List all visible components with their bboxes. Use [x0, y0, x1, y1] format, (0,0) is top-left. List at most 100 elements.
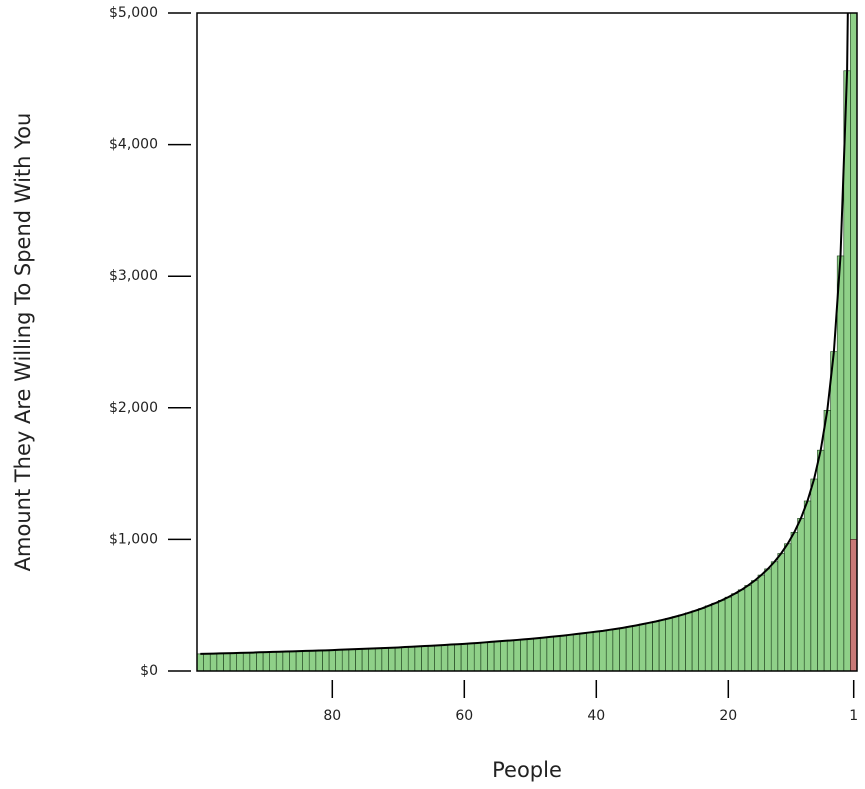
plot-frame	[196, 12, 858, 672]
bar	[671, 616, 680, 671]
bar	[454, 643, 462, 671]
bar	[652, 621, 660, 671]
x-tick-label: 20	[719, 708, 737, 724]
bar	[506, 640, 515, 671]
bar	[447, 644, 455, 671]
x-tick-label: 40	[587, 708, 605, 724]
bar	[619, 627, 627, 671]
bar	[599, 630, 607, 671]
bar	[566, 634, 574, 671]
bar	[341, 649, 350, 671]
bar	[275, 651, 284, 671]
curve	[200, 13, 849, 655]
bar	[302, 650, 310, 671]
bar	[209, 653, 218, 671]
bar	[374, 647, 383, 671]
bar	[724, 596, 732, 671]
bar	[711, 602, 719, 671]
bar	[704, 605, 713, 671]
bar	[823, 410, 831, 671]
bar	[605, 629, 614, 671]
bar	[737, 589, 746, 671]
bar	[197, 653, 204, 671]
bar	[236, 652, 244, 671]
bar	[592, 631, 600, 671]
bar	[401, 646, 409, 671]
bar	[698, 608, 706, 671]
bar	[546, 636, 554, 671]
bar	[216, 653, 224, 671]
bar	[460, 643, 468, 671]
bar	[388, 647, 396, 671]
highlight-bar	[850, 539, 857, 671]
bar	[830, 351, 838, 671]
bar	[612, 628, 620, 671]
x-tick-label: 80	[323, 708, 341, 724]
bar	[500, 640, 508, 671]
bar	[282, 651, 290, 671]
bar	[440, 644, 449, 671]
bar	[289, 651, 297, 671]
bar	[770, 561, 779, 671]
bar	[249, 652, 257, 671]
bar	[203, 653, 211, 671]
bar	[533, 637, 541, 671]
bar	[718, 600, 726, 671]
bar	[394, 647, 402, 671]
bar	[407, 646, 416, 671]
bar	[513, 639, 521, 671]
y-tick-label: $4,000	[109, 137, 158, 153]
bar	[427, 645, 435, 671]
y-tick-label: $0	[140, 663, 158, 679]
bar	[790, 531, 798, 671]
plot-area	[197, 13, 857, 671]
bar	[625, 626, 633, 671]
bar	[434, 645, 442, 671]
bar	[295, 650, 303, 671]
y-axis-label: Amount They Are Willing To Spend With Yo…	[11, 113, 35, 572]
bar	[691, 610, 699, 671]
bar	[638, 623, 647, 671]
y-tick-label: $3,000	[109, 268, 158, 284]
bar	[586, 632, 594, 671]
bar	[322, 650, 330, 671]
bar	[777, 553, 785, 671]
bar	[262, 651, 270, 671]
bar	[817, 449, 825, 671]
bar	[645, 622, 653, 671]
bar	[731, 593, 739, 671]
bar	[678, 614, 686, 671]
bar	[539, 637, 548, 671]
bar	[559, 635, 567, 671]
bar	[308, 650, 317, 671]
bar	[368, 648, 376, 671]
bar	[223, 652, 231, 671]
x-tick-label: 1	[849, 708, 858, 724]
bar	[751, 580, 759, 671]
bar	[784, 543, 792, 671]
y-tick-label: $5,000	[109, 5, 158, 21]
bar	[414, 646, 422, 671]
bar	[335, 649, 343, 671]
bar	[348, 648, 356, 671]
bar	[328, 649, 336, 671]
bar	[269, 651, 277, 671]
bar	[520, 639, 528, 671]
bar	[355, 648, 363, 671]
bar	[810, 478, 818, 671]
bar	[526, 638, 534, 671]
bar	[685, 612, 693, 671]
bar	[803, 500, 812, 671]
bar	[361, 648, 369, 671]
bar	[553, 635, 561, 671]
bar	[658, 619, 666, 671]
bar	[579, 632, 587, 671]
bar	[473, 642, 482, 671]
bar	[256, 652, 264, 671]
bar	[242, 652, 251, 671]
bar	[665, 618, 673, 671]
bar	[797, 518, 805, 671]
bar	[757, 574, 765, 671]
bar	[467, 643, 475, 671]
